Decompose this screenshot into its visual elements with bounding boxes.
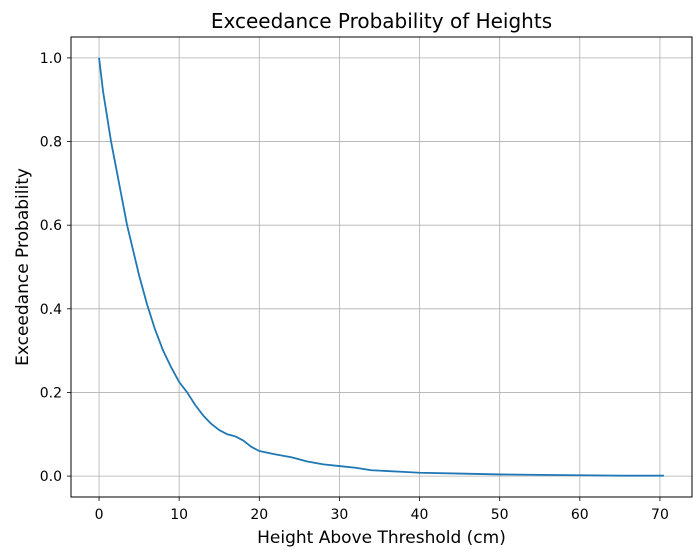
y-axis-title: Exceedance Probability <box>13 168 33 366</box>
x-tick-label: 10 <box>170 507 188 523</box>
y-tick-label: 0.2 <box>40 385 62 401</box>
x-tick-label: 60 <box>571 507 589 523</box>
x-tick-label: 70 <box>651 507 669 523</box>
y-tick-label: 0.8 <box>40 135 62 151</box>
series-line <box>98 57 664 477</box>
plot-frame <box>70 36 693 498</box>
chart-title: Exceedance Probability of Heights <box>211 9 552 33</box>
y-tick-label: 0.4 <box>40 302 62 318</box>
x-tick-label: 40 <box>411 507 429 523</box>
x-tick-label: 30 <box>331 507 349 523</box>
series-layer <box>98 57 664 477</box>
grid <box>71 37 692 497</box>
x-tick-label: 20 <box>250 507 268 523</box>
x-axis-title: Height Above Threshold (cm) <box>257 528 506 548</box>
y-tick-label: 0.6 <box>40 218 62 234</box>
x-tick-label: 50 <box>491 507 509 523</box>
ticks: 0 10 20 30 40 50 60 70 0.0 0.2 0.4 0.6 0.8 1.0 <box>40 51 669 523</box>
y-tick-label: 1.0 <box>40 51 62 67</box>
x-tick-label: 0 <box>95 507 104 523</box>
y-tick-label: 0.0 <box>40 469 62 485</box>
